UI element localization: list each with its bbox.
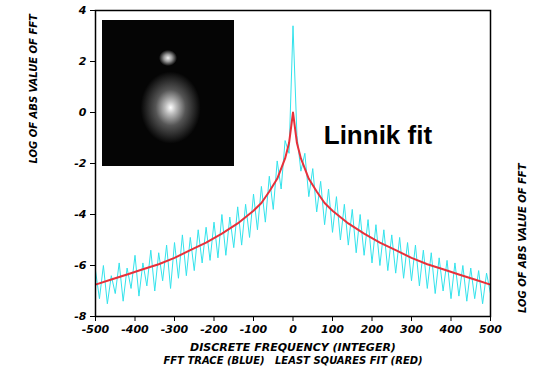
svg-text:-200: -200 — [200, 323, 228, 336]
svg-text:0: 0 — [289, 323, 297, 336]
svg-text:Linnik fit: Linnik fit — [324, 120, 433, 150]
svg-text:-400: -400 — [121, 323, 149, 336]
svg-text:-6: -6 — [74, 259, 87, 272]
svg-text:DISCRETE FREQUENCY (INTEGER): DISCRETE FREQUENCY (INTEGER) — [190, 341, 396, 354]
svg-text:-2: -2 — [74, 157, 87, 170]
svg-text:300: 300 — [400, 323, 423, 336]
svg-text:LOG OF ABS VALUE OF FFT: LOG OF ABS VALUE OF FFT — [517, 162, 528, 313]
svg-text:400: 400 — [439, 323, 463, 336]
svg-text:-300: -300 — [161, 323, 189, 336]
svg-text:4: 4 — [78, 4, 87, 17]
svg-text:FFT TRACE (BLUE) LEAST SQUAR: FFT TRACE (BLUE) LEAST SQUARES FIT (RED) — [163, 355, 422, 366]
svg-text:100: 100 — [321, 323, 344, 336]
svg-text:200: 200 — [361, 323, 384, 336]
svg-text:-500: -500 — [82, 323, 110, 336]
svg-text:500: 500 — [479, 323, 502, 336]
svg-text:-4: -4 — [74, 208, 86, 221]
svg-text:0: 0 — [79, 106, 87, 119]
svg-text:-8: -8 — [74, 310, 87, 323]
svg-text:-100: -100 — [240, 323, 268, 336]
svg-text:2: 2 — [79, 55, 87, 68]
svg-text:LOG OF ABS VALUE OF FFT: LOG OF ABS VALUE OF FFT — [28, 13, 39, 164]
